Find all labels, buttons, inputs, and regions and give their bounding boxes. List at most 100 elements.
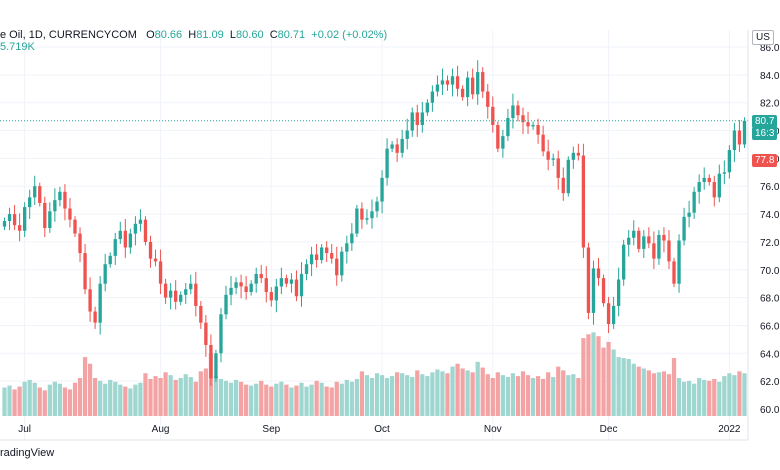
candle-body: [128, 233, 133, 248]
price-tick-label: 66.0: [760, 321, 780, 332]
candle-body: [264, 278, 268, 293]
volume-bar: [732, 375, 737, 416]
volume-bar: [163, 372, 168, 416]
candle-body: [722, 172, 727, 174]
candle-body: [68, 208, 72, 220]
candle-body: [219, 314, 223, 354]
volume-bar: [284, 384, 289, 416]
candle-body: [199, 305, 203, 323]
candle-body: [692, 191, 696, 213]
close-value: 80.71: [277, 29, 306, 41]
candle-body: [304, 264, 309, 274]
volume-bar: [440, 371, 445, 416]
volume-bar: [561, 370, 566, 416]
candle-body: [360, 208, 364, 220]
volume-bar: [203, 368, 208, 416]
volume-bar: [274, 383, 279, 416]
candle-body: [566, 159, 570, 194]
candle-body: [576, 152, 581, 156]
candle-body: [662, 234, 666, 241]
price-axis[interactable]: 60.062.064.066.068.070.072.074.076.078.0…: [760, 43, 780, 416]
candle-body: [642, 236, 646, 249]
volume-bar: [641, 368, 646, 416]
volume-bar: [591, 332, 596, 416]
volume-bar: [344, 379, 349, 416]
candle-body: [702, 177, 706, 183]
time-axis[interactable]: Jul Aug Sep Oct Nov Dec 2022: [18, 424, 741, 435]
candle-body: [299, 273, 304, 297]
candle-body: [204, 322, 208, 345]
volume-bar: [666, 374, 672, 416]
volume-bar: [727, 373, 732, 416]
candle-body: [58, 191, 62, 201]
volume-bar: [435, 369, 440, 416]
volume-bar: [480, 367, 485, 416]
candle-body: [174, 290, 178, 302]
candle-body: [22, 207, 27, 231]
volume-bar: [515, 376, 521, 416]
volume-bar: [304, 386, 309, 416]
volume-bar: [646, 370, 651, 416]
high-value: 81.09: [196, 29, 224, 41]
candle-body: [289, 279, 294, 284]
volume-bar: [470, 372, 475, 416]
volume-bar: [601, 347, 606, 416]
candle-body: [531, 124, 535, 127]
volume-bar: [455, 363, 460, 416]
candle-body: [7, 214, 12, 222]
candle-body: [622, 244, 626, 280]
currency-label[interactable]: US: [752, 30, 774, 45]
volume-bar: [57, 383, 63, 416]
candle-body: [330, 253, 334, 259]
candle-body: [184, 289, 188, 295]
candle-body: [254, 273, 258, 284]
volume-bar: [264, 384, 269, 416]
candle-body: [98, 283, 102, 323]
candle-body: [405, 130, 409, 139]
candle-body: [168, 290, 173, 298]
volume-bar: [707, 380, 712, 416]
candle-body: [486, 91, 490, 107]
time-tick-label: Sep: [262, 424, 280, 435]
volume-bar: [445, 373, 450, 416]
candle-body: [113, 239, 117, 256]
volume-bar: [530, 378, 536, 416]
symbol-header: e Oil, 1D, CURRENCYCOM O80.66 H81.09 L80…: [0, 29, 387, 41]
volume-bar: [717, 381, 722, 416]
tradingview-attribution[interactable]: radingView: [0, 447, 55, 459]
volume-bar: [686, 380, 692, 416]
volume-bar: [188, 377, 193, 416]
volume-bar: [656, 372, 662, 416]
candle-body: [611, 305, 616, 325]
candle-body: [677, 240, 681, 284]
volume-bar: [324, 386, 329, 416]
candle-body: [450, 76, 455, 85]
volume-bar: [319, 382, 324, 416]
candle-body: [390, 144, 394, 149]
bar-countdown-tag: 16:3: [752, 127, 778, 140]
volume-bar: [525, 375, 531, 416]
candle-body: [606, 303, 611, 325]
price-tick-label: 68.0: [760, 294, 780, 305]
candle-body: [103, 264, 107, 284]
volume-bar: [676, 378, 682, 416]
volume-bar: [390, 376, 395, 416]
candle-body: [234, 282, 238, 288]
volume-bar: [339, 383, 344, 416]
high-label: H: [188, 29, 197, 41]
volume-bar: [636, 366, 641, 416]
candle-body: [556, 158, 560, 178]
volume-bar: [520, 371, 526, 416]
time-tick-label: Aug: [152, 424, 170, 435]
volume-bar: [566, 375, 571, 416]
candle-body: [148, 241, 153, 259]
candle-body: [561, 177, 565, 194]
time-tick-label: Jul: [18, 424, 31, 435]
candle-body: [596, 268, 601, 279]
candle-body: [526, 122, 530, 127]
symbol-title[interactable]: e Oil, 1D, CURRENCYCOM: [0, 29, 137, 41]
volume-bar: [500, 375, 505, 416]
volume-bar: [722, 376, 727, 416]
candle-body: [455, 76, 460, 89]
